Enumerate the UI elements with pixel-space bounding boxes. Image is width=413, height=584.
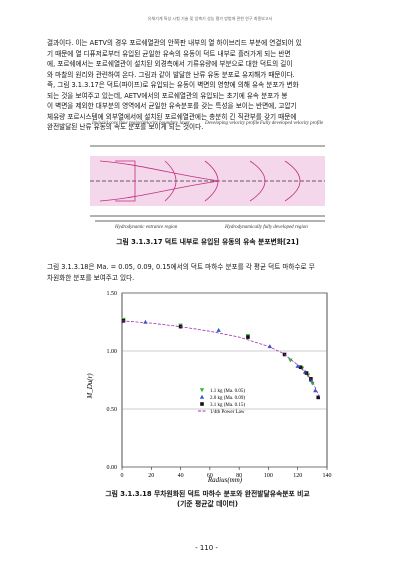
legend-label: 1.1 kg (Ma. 0.05) (210, 389, 245, 394)
text-line: 그림 3.1.3.18은 Ma. = 0.05, 0.09, 0.15에서의 덕… (47, 263, 315, 271)
diagram-label: Velocity boundary layer (142, 121, 190, 126)
text-line: 이 벽면을 제외한 대부분의 영역에서 균일한 유속분포를 갖는 특성을 보이는… (47, 102, 297, 110)
plot-frame (121, 292, 328, 468)
data-point (267, 344, 273, 349)
text-line: 체유량 포르시스템에 외부열에서에 설치된 포르쉐열관에는 충분히 긴 직관부를… (47, 112, 297, 121)
data-point (199, 388, 205, 393)
text-line: 그림 3.1.3.18 무차원화된 덕트 마하수 분포와 완전발달유속분포 비교 (105, 490, 310, 498)
power-law-line (121, 320, 321, 398)
diagram-label: Developing velocity profile (204, 121, 260, 126)
data-point (288, 358, 293, 363)
text-line: (기준 평균값 데이터) (177, 500, 238, 508)
x-axis-label: Radius(mm) (207, 476, 243, 484)
running-header: 유체기계 특성 시험 기술 및 압축기 성능 평가 방법에 관한 연구 최종보고… (147, 16, 273, 21)
x-tick-label: 20 (148, 473, 154, 479)
data-point (246, 335, 250, 339)
text-line: 차원화한 분포를 보여주고 있다. (47, 273, 135, 282)
y-tick-label: 1.50 (107, 291, 118, 297)
legend-label: 2.0 kg (Ma. 0.09) (210, 396, 245, 401)
data-point (298, 365, 303, 370)
legend-label: 3.1 kg (Ma. 0.15) (210, 403, 245, 408)
paragraph: 그림 3.1.3.18은 Ma. = 0.05, 0.09, 0.15에서의 덕… (47, 262, 369, 283)
x-tick-label: 0 (121, 473, 124, 479)
text-line: 기 때문에 열 디퓨저로부터 유입된 균일한 유속의 유동이 덕트 내부로 흘러… (47, 49, 291, 58)
data-point (199, 394, 205, 399)
y-tick-label: 1.00 (107, 349, 118, 355)
diagram-label: Hydrodynamically fully developed region (224, 225, 308, 230)
diagram-label: Hydrodynamic entrance region (114, 225, 178, 230)
flow-diagram: Inviscid core flow region Velocity bound… (90, 121, 325, 230)
x-tick-label: 80 (236, 473, 242, 479)
data-point (316, 395, 321, 400)
data-point (216, 327, 221, 332)
chart: Radius(mm) M_Du(r) 0.00 0.50 1.00 1.50 0 20 40… (86, 291, 332, 484)
text-line: 되는 것을 보여주고 있는데, AETV에서의 포르쉐열관의 유입되는 초기에 … (47, 91, 288, 100)
x-tick-label: 140 (323, 473, 332, 479)
y-tick-label: 0.50 (107, 407, 118, 413)
x-tick-label: 60 (207, 473, 213, 479)
x-tick-label: 100 (264, 473, 273, 479)
page-number: - 110 - (195, 544, 218, 552)
text-line: 에, 포르쉐에서는 포르쉐열관이 설치된 외경측에서 기류유량에 부분으로 대한… (47, 60, 293, 68)
text-line: 완전발달된 난류 유동의 속도 분포를 보이게 되는 것이다. (47, 123, 204, 131)
data-point (304, 371, 309, 375)
figure-caption: 그림 3.1.3.18 무차원화된 덕트 마하수 분포와 완전발달유속분포 비교… (40, 488, 375, 508)
y-tick-label: 0.00 (107, 465, 118, 471)
x-tick-label: 120 (293, 473, 302, 479)
data-point (313, 388, 318, 393)
text-line: 즉, 그림 3.1.3.17은 덕트(파이프)로 유입되는 유동이 벽면의 영향… (47, 81, 299, 89)
text-line: 결과이다. 이는 AETV의 경우 포르쉐열관의 안쪽판 내부의 열 하이브리드… (47, 39, 302, 47)
data-point (200, 402, 204, 406)
diagram-label: Inviscid core flow region (91, 121, 142, 126)
text-line: 와 마찰의 원리와 관련하여 온다. 그림과 같이 발달한 난류 유동 분포로 … (47, 70, 295, 79)
legend-label: 1/4th Power Law (210, 410, 245, 415)
figure-caption: 그림 3.1.3.17 덕트 내부로 유입된 유동의 유속 분포변화[21] (116, 238, 299, 246)
x-tick-label: 40 (178, 473, 184, 479)
paragraph: 결과이다. 이는 AETV의 경우 포르쉐열관의 안쪽판 내부의 열 하이브리드… (47, 38, 369, 133)
data-point (295, 363, 300, 368)
diagram-label: Fully developed velocity profile (259, 121, 324, 126)
y-axis-label: M_Du(r) (86, 373, 94, 400)
